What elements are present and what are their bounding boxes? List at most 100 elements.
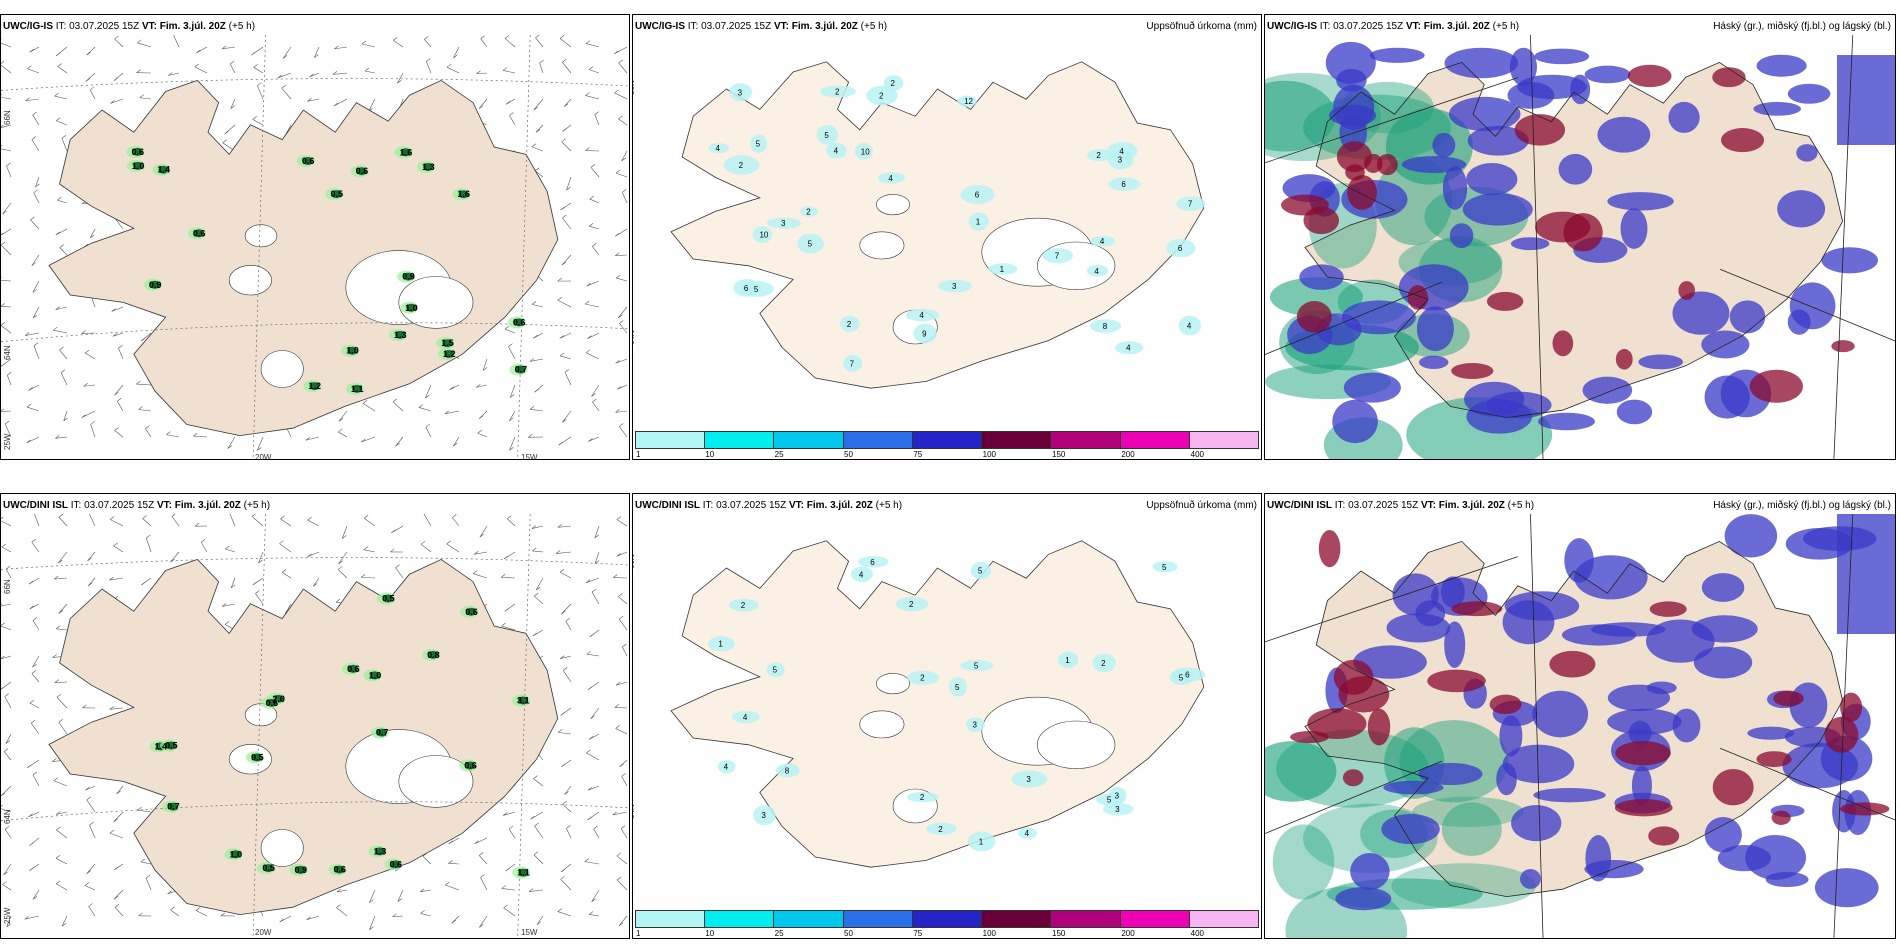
glacier xyxy=(228,265,272,296)
colorbar-segment xyxy=(1120,911,1190,927)
glacier xyxy=(1036,720,1116,769)
colorbar-segment xyxy=(912,911,983,927)
precip-area xyxy=(1107,149,1134,170)
precip-value: 2 xyxy=(741,601,746,610)
precip-area xyxy=(733,279,761,297)
shower-map-top[interactable]: 0.5 1.2 0.6 1.6 1.2 0.6 1.1 1.6 0.6 0.9 1.5 0.6 0.9 1… xyxy=(1,35,630,460)
glaciers xyxy=(859,673,1116,824)
shower-cell xyxy=(334,865,345,874)
precip-area xyxy=(776,763,800,778)
cloud-map-top[interactable] xyxy=(1265,35,1896,460)
precip-area xyxy=(1178,315,1202,336)
colorbar-tick: 25 xyxy=(774,450,784,459)
precip-value: 4 xyxy=(1025,829,1030,838)
shower-cell xyxy=(266,698,277,707)
iceland-landmass xyxy=(48,79,559,437)
shower-cell xyxy=(352,384,363,393)
shower-cells xyxy=(126,145,528,395)
cloud-map-bottom[interactable] xyxy=(1265,514,1896,939)
shower-value: 1.0 xyxy=(405,303,418,313)
precip-area xyxy=(858,556,889,568)
precip-area xyxy=(866,85,898,106)
precip-area xyxy=(850,566,873,583)
shower-cell xyxy=(395,330,406,339)
shower-value: 0.5 xyxy=(330,189,343,199)
colorbar-segment xyxy=(1120,432,1190,448)
precip-area xyxy=(1092,653,1116,673)
shower-cell xyxy=(347,346,358,355)
precip-value: 6 xyxy=(1178,244,1183,253)
precip-value: 2 xyxy=(739,161,744,170)
shower-value: 1.6 xyxy=(400,147,413,157)
precip-value: 8 xyxy=(1103,322,1108,331)
precip-area xyxy=(820,85,856,98)
precip-value: 4 xyxy=(743,713,748,722)
precip-areas xyxy=(708,556,1206,852)
precip-value: 7 xyxy=(850,359,855,368)
shower-map-bottom[interactable]: 0.70.60.61.40.53.10.51.00.80.60.50.60.90… xyxy=(1,514,630,939)
precip-colorbar xyxy=(635,910,1259,928)
shower-values: 0.5 1.2 0.6 1.6 1.2 0.6 1.1 1.6 0.6 0.9 1.5 0.6 0.9 1… xyxy=(131,147,527,394)
glacier xyxy=(398,276,474,329)
precip-area xyxy=(960,185,995,204)
lat-label-64n: 64N xyxy=(632,804,636,819)
precip-value: 6 xyxy=(1121,180,1126,189)
precip-value: 4 xyxy=(859,570,864,579)
precip-value: 5 xyxy=(1107,795,1112,804)
iceland-landmass xyxy=(670,61,1205,389)
precip-value: 3 xyxy=(781,219,786,228)
shower-value: 0.6 xyxy=(193,228,206,238)
precip-area xyxy=(816,125,839,145)
lon-label-20w: 20W xyxy=(255,453,272,460)
high-cloud-layer xyxy=(1281,64,1855,403)
precip-value: 1 xyxy=(1000,265,1005,274)
glacier xyxy=(876,673,910,695)
panel-title: Uppsöfnuð úrkoma (mm) xyxy=(1146,500,1257,511)
shower-value: 0.6 xyxy=(131,147,144,157)
precip-value: 3 xyxy=(1026,775,1031,784)
colorbar-tick: 400 xyxy=(1190,450,1205,459)
precip-area xyxy=(1090,319,1122,333)
colorbar-segment xyxy=(774,432,844,448)
colorbar-segment xyxy=(705,911,775,927)
shower-value: 1.4 xyxy=(155,741,168,751)
colorbar-tick: 50 xyxy=(844,929,853,938)
shower-value: 0.6 xyxy=(333,865,346,875)
precip-area xyxy=(732,710,760,724)
shower-cell xyxy=(295,865,306,874)
precip-area xyxy=(1096,793,1124,806)
precip-area xyxy=(797,233,824,254)
precip-value: 4 xyxy=(1126,344,1131,353)
colorbar-segment xyxy=(912,432,983,448)
shower-cell xyxy=(168,802,179,811)
precip-value: 2 xyxy=(806,208,811,217)
precip-map-top[interactable]: 6256745244197243235610141246842332721045… xyxy=(633,35,1262,435)
precip-area xyxy=(728,598,759,612)
shower-cell xyxy=(331,190,342,199)
precip-area xyxy=(895,596,929,612)
shower-values: 0.70.60.61.40.53.10.51.00.80.60.50.60.90… xyxy=(155,594,530,878)
shower-value: 0.6 xyxy=(390,859,403,869)
precip-area xyxy=(913,323,937,344)
glacier xyxy=(1036,241,1116,290)
precip-area xyxy=(1152,561,1178,573)
shower-cell xyxy=(166,741,177,750)
colorbar-segment xyxy=(1051,911,1121,927)
precip-value: 5 xyxy=(1162,563,1167,572)
colorbar-tick: 100 xyxy=(982,929,997,938)
precip-area xyxy=(1087,148,1112,162)
precip-value: 2 xyxy=(879,92,884,101)
precip-value: 9 xyxy=(922,329,927,338)
precip-area xyxy=(723,155,760,175)
precip-value: 6 xyxy=(744,284,749,293)
precip-value: 5 xyxy=(756,140,761,149)
precip-area xyxy=(854,143,873,160)
shower-value: 1.0 xyxy=(132,161,145,171)
shower-cell xyxy=(132,161,143,170)
colorbar-segment xyxy=(982,432,1052,448)
precip-area xyxy=(968,212,989,231)
precip-area xyxy=(960,660,994,671)
shower-cell xyxy=(423,163,434,172)
